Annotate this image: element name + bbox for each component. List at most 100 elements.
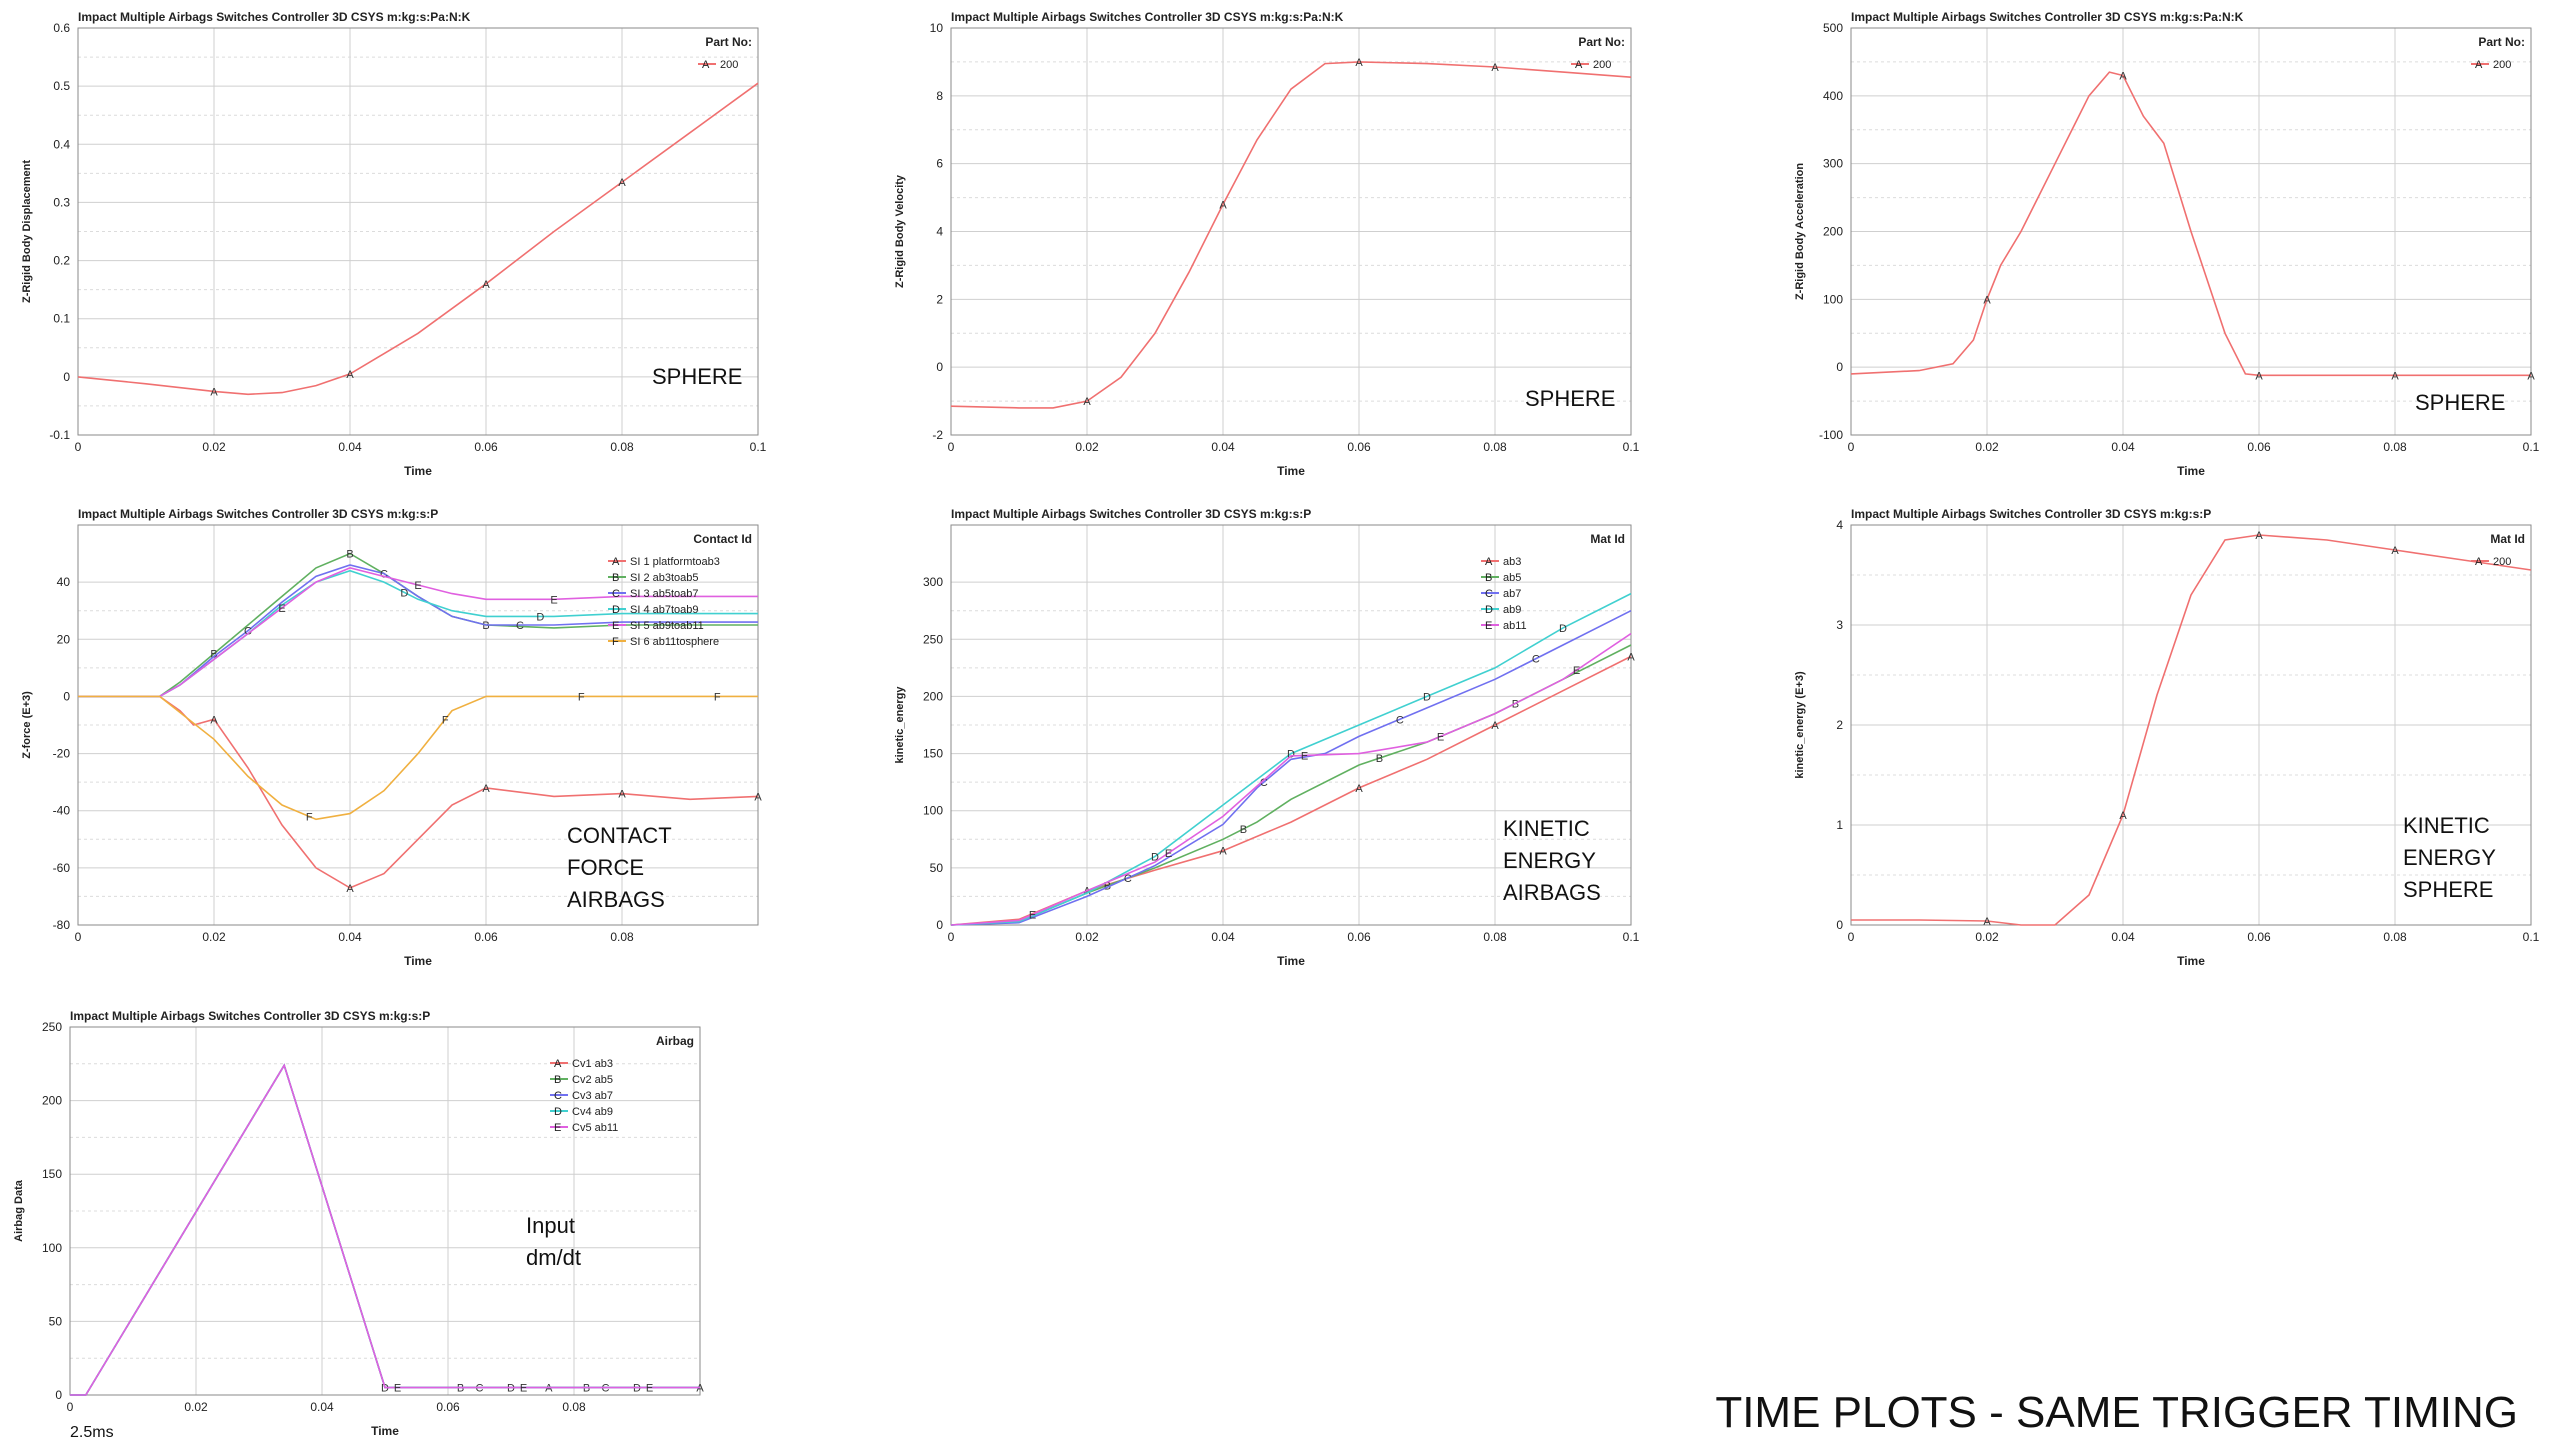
legend-marker: D [554,1106,562,1118]
y-axis-label: Z-Rigid Body Acceleration [1794,163,1806,300]
series-marker: E [1437,731,1444,743]
plot-frame [77,524,759,926]
y-tick-label: -0.1 [49,428,70,442]
y-tick-label: 10 [930,21,944,35]
annotation-line: AIRBAGS [1503,880,1601,905]
y-tick-label: 8 [936,89,943,103]
series-marker: B [482,620,489,632]
y-tick-label: 40 [57,575,71,589]
chart-svg: 0 0.02 0.04 0.06 0.08 0.1 -2 0 2 4 6 8 10 Impact Mult… [894,10,1640,478]
x-tick-label: 0.02 [184,1400,208,1414]
y-axis-label: Z-force (E+3) [21,691,33,759]
y-tick-label: 0 [55,1388,62,1402]
chart-svg: 0 0.02 0.04 0.06 0.08 0.1 -100 0 100 200 300 400 500… [1794,10,2540,478]
y-tick-label: 200 [42,1094,62,1108]
series-line [1851,534,2532,926]
legend-marker: B [1485,572,1492,584]
x-tick-label: 0.08 [2383,930,2407,944]
x-tick-label: 0.06 [2247,930,2271,944]
series-marker: D [381,1383,389,1395]
plot-frame [1850,27,2532,436]
series-line [1850,71,2531,377]
y-tick-label: -100 [1819,428,1843,442]
y-tick-label: 100 [42,1241,62,1255]
legend-entry: Cv1 ab3 [572,1058,613,1070]
x-axis-label: Time [1277,954,1305,968]
y-tick-label: -40 [53,804,71,818]
chart-airbag-input: 0 0.02 0.04 0.06 0.08 0 50 100 150 200 250 Impact M… [12,1005,732,1440]
x-tick-label: 0.06 [474,930,498,944]
legend-marker: A [1575,59,1583,71]
x-tick-label: 0.06 [1347,440,1371,454]
series-marker: A [696,1383,704,1395]
series-marker: F [578,691,585,703]
legend-marker: C [1485,588,1493,600]
x-tick-label: 0.08 [2383,440,2407,454]
y-tick-label: 0.1 [53,312,70,326]
series-marker: D [633,1383,641,1395]
annotation-line: KINETIC [1503,816,1590,841]
y-tick-label: 300 [923,575,943,589]
series-marker: E [1573,665,1580,677]
legend-entry: ab11 [1503,620,1527,632]
x-tick-label: 0.04 [338,440,362,454]
series-marker: E [1301,750,1308,762]
x-tick-label: 0 [75,930,82,944]
series-marker: A [545,1383,553,1395]
legend-entry: Cv3 ab7 [572,1090,613,1102]
y-tick-label: 250 [923,632,943,646]
y-tick-label: 0.4 [53,137,70,151]
series-marker: E [646,1383,653,1395]
series-marker: A [1083,396,1091,408]
x-tick-label: 0.06 [2247,440,2271,454]
series-marker: E [520,1383,527,1395]
series-marker: A [1627,651,1635,663]
x-axis-label: Time [404,954,432,968]
annotation-line: SPHERE [2403,877,2493,902]
y-tick-label: 150 [42,1167,62,1181]
legend-marker: F [612,636,619,648]
legend-entry: SI 3 ab5toab7 [630,588,699,600]
x-tick-label: 0.08 [610,440,634,454]
y-tick-label: 50 [49,1314,63,1328]
y-tick-label: 0 [1836,360,1843,374]
y-tick-label: 20 [57,632,71,646]
annotation-line: Input [526,1213,575,1238]
x-tick-label: 0.08 [1483,440,1507,454]
x-tick-label: 0.06 [436,1400,460,1414]
y-tick-label: 1 [1836,818,1843,832]
series-marker: B [457,1383,464,1395]
y-tick-label: -20 [53,747,71,761]
x-tick-label: 0.1 [2523,930,2540,944]
x-tick-label: 0.08 [610,930,634,944]
x-tick-label: 0.04 [1211,440,1235,454]
x-axis-label: Time [1277,464,1305,478]
chart-annotation: SPHERE [652,364,742,389]
series-marker: A [1491,720,1499,732]
x-tick-label: 0.08 [562,1400,586,1414]
series-marker: A [346,369,354,381]
series-marker: A [2119,810,2127,822]
series-marker: B [1376,753,1383,765]
legend-marker: E [1485,620,1492,632]
annotation-line: SPHERE [652,364,742,389]
x-axis-label: Time [2177,954,2205,968]
series-line [950,61,1632,409]
legend-title: Contact Id [693,532,752,546]
series-line [70,1063,700,1396]
legend-marker: A [612,556,620,568]
plot-frame [69,1026,701,1396]
legend-entry: ab3 [1503,556,1521,568]
x-tick-label: 0 [948,440,955,454]
x-tick-label: 0.02 [1975,930,1999,944]
y-axis-label: Z-Rigid Body Displacement [21,160,33,303]
chart-annotation: KINETIC ENERGY SPHERE [2403,813,2496,902]
x-tick-label: 0.06 [1347,930,1371,944]
series-marker: E [414,580,421,592]
legend-title: Part No: [2478,35,2525,49]
x-tick-label: 0.02 [202,440,226,454]
legend-entry: Cv5 ab11 [572,1122,618,1134]
legend-entry: SI 4 ab7toab9 [630,604,699,616]
series-marker: E [550,594,557,606]
y-tick-label: 150 [923,747,943,761]
